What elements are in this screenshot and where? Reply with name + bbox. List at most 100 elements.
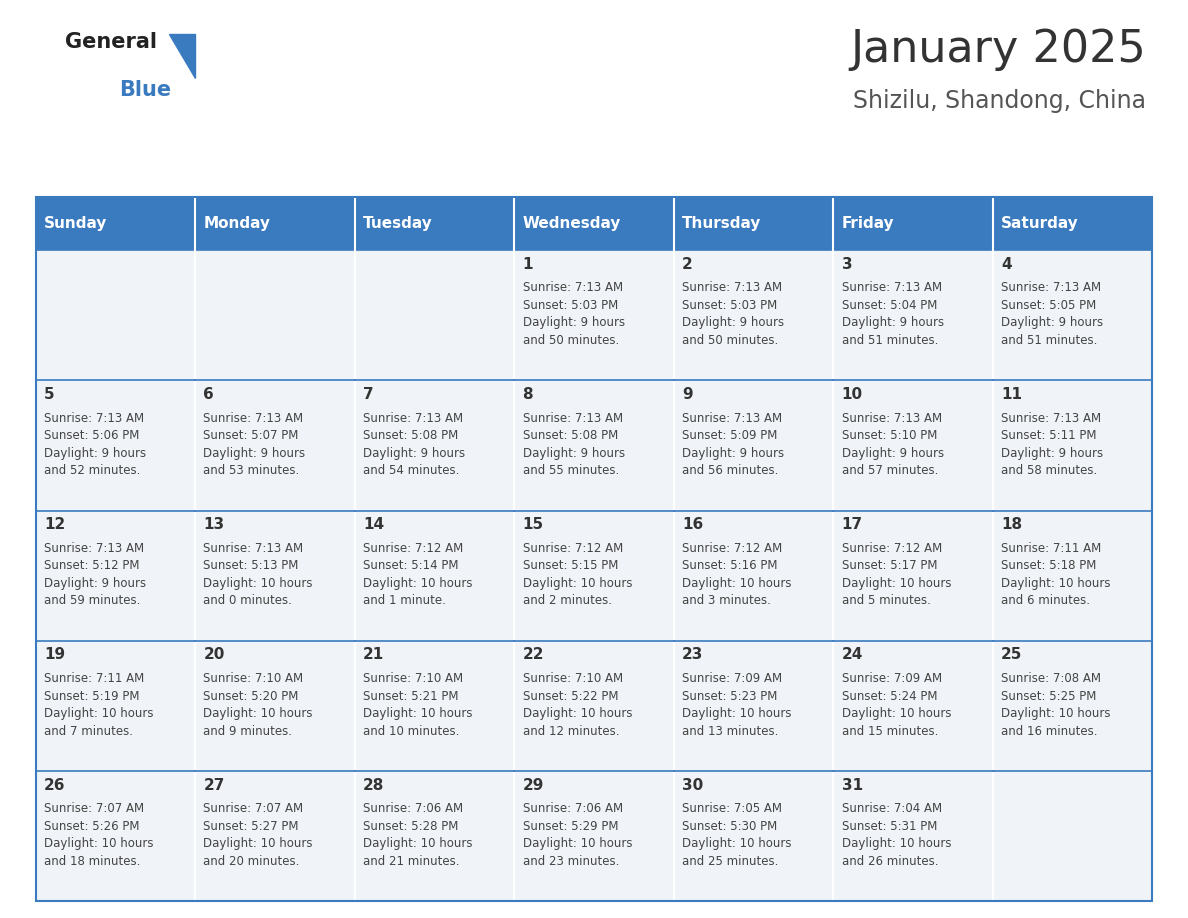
- Text: 10: 10: [841, 386, 862, 402]
- Bar: [833, 380, 993, 510]
- Text: 28: 28: [364, 778, 385, 792]
- Bar: [993, 251, 1152, 380]
- Text: 26: 26: [44, 778, 65, 792]
- Text: Friday: Friday: [841, 217, 893, 231]
- Bar: [514, 510, 674, 641]
- Text: January 2025: January 2025: [851, 28, 1146, 71]
- Bar: [993, 641, 1152, 771]
- Text: Sunrise: 7:13 AM
Sunset: 5:08 PM
Daylight: 9 hours
and 55 minutes.: Sunrise: 7:13 AM Sunset: 5:08 PM Dayligh…: [523, 411, 625, 477]
- Bar: [195, 197, 355, 251]
- Text: 24: 24: [841, 647, 862, 663]
- Bar: [674, 380, 833, 510]
- Text: 12: 12: [44, 517, 65, 532]
- Text: 5: 5: [44, 386, 55, 402]
- Bar: [355, 510, 514, 641]
- Text: Sunrise: 7:13 AM
Sunset: 5:06 PM
Daylight: 9 hours
and 52 minutes.: Sunrise: 7:13 AM Sunset: 5:06 PM Dayligh…: [44, 411, 146, 477]
- Bar: [833, 251, 993, 380]
- Text: Sunrise: 7:13 AM
Sunset: 5:11 PM
Daylight: 9 hours
and 58 minutes.: Sunrise: 7:13 AM Sunset: 5:11 PM Dayligh…: [1001, 411, 1104, 477]
- Text: Sunrise: 7:11 AM
Sunset: 5:18 PM
Daylight: 10 hours
and 6 minutes.: Sunrise: 7:11 AM Sunset: 5:18 PM Dayligh…: [1001, 542, 1111, 608]
- Text: 8: 8: [523, 386, 533, 402]
- Text: Sunday: Sunday: [44, 217, 107, 231]
- Text: 23: 23: [682, 647, 703, 663]
- Text: Sunrise: 7:12 AM
Sunset: 5:14 PM
Daylight: 10 hours
and 1 minute.: Sunrise: 7:12 AM Sunset: 5:14 PM Dayligh…: [364, 542, 473, 608]
- Bar: [993, 380, 1152, 510]
- Text: 3: 3: [841, 257, 852, 272]
- Text: 30: 30: [682, 778, 703, 792]
- Bar: [993, 510, 1152, 641]
- Text: 6: 6: [203, 386, 214, 402]
- Text: 14: 14: [364, 517, 384, 532]
- Text: Saturday: Saturday: [1000, 217, 1079, 231]
- Text: 11: 11: [1001, 386, 1022, 402]
- Text: Sunrise: 7:11 AM
Sunset: 5:19 PM
Daylight: 10 hours
and 7 minutes.: Sunrise: 7:11 AM Sunset: 5:19 PM Dayligh…: [44, 672, 153, 738]
- Text: 22: 22: [523, 647, 544, 663]
- Text: Sunrise: 7:05 AM
Sunset: 5:30 PM
Daylight: 10 hours
and 25 minutes.: Sunrise: 7:05 AM Sunset: 5:30 PM Dayligh…: [682, 802, 791, 868]
- Text: Thursday: Thursday: [682, 217, 762, 231]
- Text: Sunrise: 7:04 AM
Sunset: 5:31 PM
Daylight: 10 hours
and 26 minutes.: Sunrise: 7:04 AM Sunset: 5:31 PM Dayligh…: [841, 802, 952, 868]
- Text: Sunrise: 7:13 AM
Sunset: 5:03 PM
Daylight: 9 hours
and 50 minutes.: Sunrise: 7:13 AM Sunset: 5:03 PM Dayligh…: [523, 282, 625, 347]
- Bar: [195, 510, 355, 641]
- Bar: [833, 197, 993, 251]
- Text: 16: 16: [682, 517, 703, 532]
- Text: Sunrise: 7:13 AM
Sunset: 5:10 PM
Daylight: 9 hours
and 57 minutes.: Sunrise: 7:13 AM Sunset: 5:10 PM Dayligh…: [841, 411, 943, 477]
- Text: Sunrise: 7:12 AM
Sunset: 5:16 PM
Daylight: 10 hours
and 3 minutes.: Sunrise: 7:12 AM Sunset: 5:16 PM Dayligh…: [682, 542, 791, 608]
- Text: Sunrise: 7:08 AM
Sunset: 5:25 PM
Daylight: 10 hours
and 16 minutes.: Sunrise: 7:08 AM Sunset: 5:25 PM Dayligh…: [1001, 672, 1111, 738]
- Text: Sunrise: 7:06 AM
Sunset: 5:28 PM
Daylight: 10 hours
and 21 minutes.: Sunrise: 7:06 AM Sunset: 5:28 PM Dayligh…: [364, 802, 473, 868]
- Bar: [355, 380, 514, 510]
- Text: Tuesday: Tuesday: [362, 217, 432, 231]
- Bar: [833, 641, 993, 771]
- Bar: [833, 510, 993, 641]
- Text: Sunrise: 7:13 AM
Sunset: 5:09 PM
Daylight: 9 hours
and 56 minutes.: Sunrise: 7:13 AM Sunset: 5:09 PM Dayligh…: [682, 411, 784, 477]
- Text: Sunrise: 7:13 AM
Sunset: 5:12 PM
Daylight: 9 hours
and 59 minutes.: Sunrise: 7:13 AM Sunset: 5:12 PM Dayligh…: [44, 542, 146, 608]
- Text: Sunrise: 7:10 AM
Sunset: 5:20 PM
Daylight: 10 hours
and 9 minutes.: Sunrise: 7:10 AM Sunset: 5:20 PM Dayligh…: [203, 672, 312, 738]
- Bar: [514, 380, 674, 510]
- Bar: [355, 197, 514, 251]
- Text: Sunrise: 7:09 AM
Sunset: 5:23 PM
Daylight: 10 hours
and 13 minutes.: Sunrise: 7:09 AM Sunset: 5:23 PM Dayligh…: [682, 672, 791, 738]
- Bar: [36, 197, 195, 251]
- Text: Shizilu, Shandong, China: Shizilu, Shandong, China: [853, 89, 1146, 113]
- Text: 27: 27: [203, 778, 225, 792]
- Text: Wednesday: Wednesday: [523, 217, 620, 231]
- Bar: [993, 771, 1152, 901]
- Bar: [674, 510, 833, 641]
- Bar: [833, 771, 993, 901]
- Bar: [674, 251, 833, 380]
- Text: Sunrise: 7:13 AM
Sunset: 5:05 PM
Daylight: 9 hours
and 51 minutes.: Sunrise: 7:13 AM Sunset: 5:05 PM Dayligh…: [1001, 282, 1104, 347]
- Bar: [195, 380, 355, 510]
- Bar: [514, 641, 674, 771]
- Text: 15: 15: [523, 517, 544, 532]
- Bar: [195, 641, 355, 771]
- Text: 17: 17: [841, 517, 862, 532]
- Text: Sunrise: 7:06 AM
Sunset: 5:29 PM
Daylight: 10 hours
and 23 minutes.: Sunrise: 7:06 AM Sunset: 5:29 PM Dayligh…: [523, 802, 632, 868]
- Bar: [514, 197, 674, 251]
- Bar: [36, 197, 1152, 901]
- Text: Sunrise: 7:10 AM
Sunset: 5:21 PM
Daylight: 10 hours
and 10 minutes.: Sunrise: 7:10 AM Sunset: 5:21 PM Dayligh…: [364, 672, 473, 738]
- Bar: [36, 641, 195, 771]
- Text: 4: 4: [1001, 257, 1012, 272]
- Text: General: General: [65, 32, 157, 52]
- Text: Sunrise: 7:12 AM
Sunset: 5:15 PM
Daylight: 10 hours
and 2 minutes.: Sunrise: 7:12 AM Sunset: 5:15 PM Dayligh…: [523, 542, 632, 608]
- Text: Sunrise: 7:07 AM
Sunset: 5:27 PM
Daylight: 10 hours
and 20 minutes.: Sunrise: 7:07 AM Sunset: 5:27 PM Dayligh…: [203, 802, 312, 868]
- Text: Sunrise: 7:12 AM
Sunset: 5:17 PM
Daylight: 10 hours
and 5 minutes.: Sunrise: 7:12 AM Sunset: 5:17 PM Dayligh…: [841, 542, 952, 608]
- Text: Sunrise: 7:13 AM
Sunset: 5:08 PM
Daylight: 9 hours
and 54 minutes.: Sunrise: 7:13 AM Sunset: 5:08 PM Dayligh…: [364, 411, 466, 477]
- Text: Blue: Blue: [119, 80, 171, 100]
- Bar: [674, 197, 833, 251]
- Text: 2: 2: [682, 257, 693, 272]
- Bar: [355, 251, 514, 380]
- Polygon shape: [169, 34, 195, 78]
- Text: 19: 19: [44, 647, 65, 663]
- Text: Sunrise: 7:07 AM
Sunset: 5:26 PM
Daylight: 10 hours
and 18 minutes.: Sunrise: 7:07 AM Sunset: 5:26 PM Dayligh…: [44, 802, 153, 868]
- Bar: [993, 197, 1152, 251]
- Text: Sunrise: 7:13 AM
Sunset: 5:13 PM
Daylight: 10 hours
and 0 minutes.: Sunrise: 7:13 AM Sunset: 5:13 PM Dayligh…: [203, 542, 312, 608]
- Text: 25: 25: [1001, 647, 1023, 663]
- Text: 20: 20: [203, 647, 225, 663]
- Text: 31: 31: [841, 778, 862, 792]
- Text: Sunrise: 7:10 AM
Sunset: 5:22 PM
Daylight: 10 hours
and 12 minutes.: Sunrise: 7:10 AM Sunset: 5:22 PM Dayligh…: [523, 672, 632, 738]
- Bar: [514, 251, 674, 380]
- Text: Sunrise: 7:13 AM
Sunset: 5:07 PM
Daylight: 9 hours
and 53 minutes.: Sunrise: 7:13 AM Sunset: 5:07 PM Dayligh…: [203, 411, 305, 477]
- Bar: [195, 771, 355, 901]
- Bar: [36, 251, 195, 380]
- Bar: [355, 771, 514, 901]
- Text: Sunrise: 7:13 AM
Sunset: 5:04 PM
Daylight: 9 hours
and 51 minutes.: Sunrise: 7:13 AM Sunset: 5:04 PM Dayligh…: [841, 282, 943, 347]
- Bar: [674, 641, 833, 771]
